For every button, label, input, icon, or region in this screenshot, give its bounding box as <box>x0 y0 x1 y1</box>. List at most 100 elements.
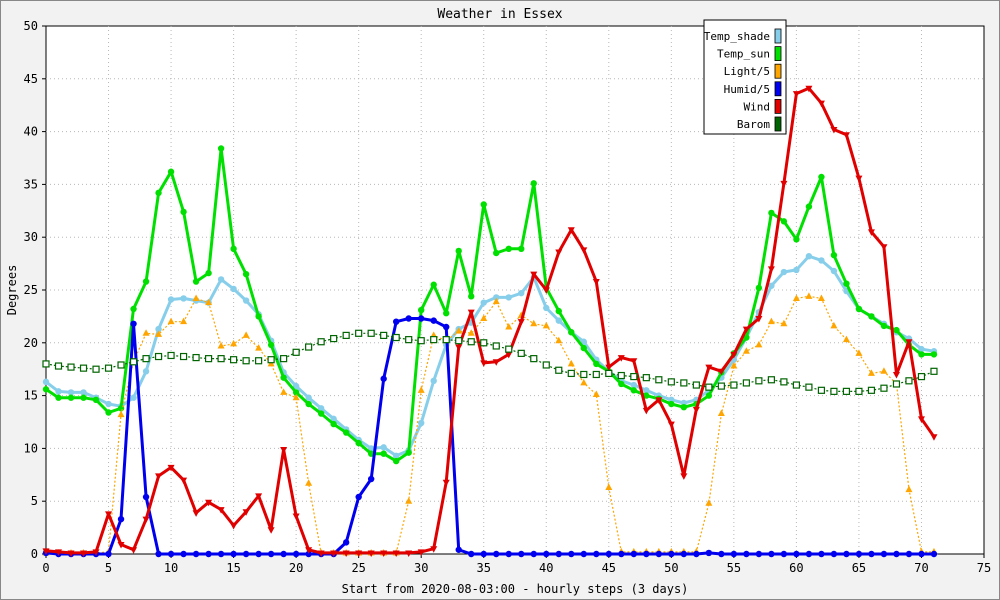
data-point <box>105 409 112 416</box>
data-point <box>317 338 325 346</box>
data-point <box>830 267 838 275</box>
data-point <box>280 355 288 363</box>
data-point <box>305 547 313 554</box>
x-tick-label: 5 <box>105 561 112 575</box>
data-point <box>643 550 650 558</box>
data-point <box>117 410 125 418</box>
data-point <box>568 329 575 336</box>
data-point <box>192 510 200 517</box>
data-point <box>505 245 512 253</box>
data-point <box>768 209 775 217</box>
data-point <box>843 550 850 558</box>
data-point <box>767 376 775 384</box>
x-tick-label: 45 <box>602 561 616 575</box>
data-point <box>105 400 112 408</box>
data-point <box>305 400 312 408</box>
data-point <box>805 550 813 558</box>
data-point <box>543 304 550 312</box>
data-point <box>192 278 200 285</box>
data-point <box>392 452 400 459</box>
y-tick-label: 50 <box>24 19 38 33</box>
data-point <box>893 326 900 334</box>
data-point <box>205 269 212 277</box>
data-point <box>855 305 863 313</box>
data-point <box>630 358 638 365</box>
data-point <box>205 499 213 507</box>
legend-swatch <box>774 63 782 79</box>
data-point <box>230 245 237 253</box>
data-point <box>130 305 137 313</box>
data-point <box>717 409 725 417</box>
data-point <box>930 550 938 558</box>
data-point <box>717 382 725 390</box>
data-point <box>230 550 237 558</box>
data-point <box>355 493 362 501</box>
legend-swatch <box>774 46 782 61</box>
data-point <box>680 473 688 480</box>
y-tick-label: 40 <box>24 125 38 139</box>
data-point <box>179 352 188 361</box>
data-point <box>755 284 763 292</box>
data-point <box>867 386 876 394</box>
data-point <box>542 287 550 294</box>
data-point <box>830 550 838 558</box>
data-point <box>580 344 587 352</box>
data-point <box>217 507 225 514</box>
data-point <box>630 381 638 389</box>
data-point <box>430 317 437 324</box>
data-point <box>142 355 150 363</box>
data-point <box>692 406 700 414</box>
data-point <box>292 382 300 390</box>
data-point <box>217 341 225 349</box>
data-point <box>892 371 900 379</box>
data-point <box>155 330 163 337</box>
data-point <box>818 257 825 264</box>
data-point <box>480 360 488 367</box>
x-tick-label: 75 <box>977 561 991 575</box>
data-point <box>618 380 625 388</box>
data-point <box>905 377 913 385</box>
data-point <box>842 335 850 343</box>
data-point <box>355 329 363 337</box>
data-point <box>555 307 562 315</box>
data-point <box>117 541 125 549</box>
legend-box <box>703 19 787 135</box>
data-point <box>930 434 938 441</box>
x-tick-label: 40 <box>539 561 553 575</box>
data-point <box>755 340 763 348</box>
data-point <box>267 527 275 534</box>
data-point <box>605 550 612 558</box>
data-point <box>868 313 875 320</box>
data-point <box>280 446 288 454</box>
data-point <box>405 315 412 322</box>
data-point <box>443 323 450 331</box>
data-point <box>418 306 425 314</box>
data-point <box>843 280 850 287</box>
data-point <box>642 374 650 382</box>
data-point <box>230 356 238 364</box>
data-point <box>467 309 475 317</box>
data-point <box>292 393 300 401</box>
x-tick-label: 25 <box>351 561 365 575</box>
data-point <box>680 379 688 387</box>
data-point <box>255 313 262 320</box>
data-point <box>455 247 462 255</box>
data-point <box>880 322 888 330</box>
data-point <box>42 360 50 368</box>
data-point <box>317 405 325 412</box>
data-point <box>805 203 813 210</box>
data-point <box>80 394 87 401</box>
data-point <box>180 550 187 558</box>
data-point <box>630 387 638 394</box>
data-point <box>180 295 187 302</box>
data-point <box>242 357 250 365</box>
data-point <box>530 355 538 363</box>
data-point <box>643 392 650 399</box>
data-point <box>430 377 437 385</box>
data-point <box>805 292 813 299</box>
y-tick-label: 35 <box>24 177 38 191</box>
data-point <box>142 329 150 336</box>
grid <box>46 26 984 554</box>
data-point <box>630 372 638 381</box>
data-point <box>468 550 475 558</box>
